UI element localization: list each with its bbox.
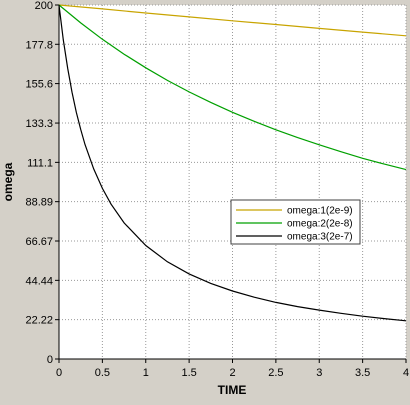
y-tick-label: 66.67 [25,236,53,248]
y-tick-label: 0 [47,354,53,366]
y-axis-title: omega [1,162,15,201]
y-tick-label: 133.3 [25,118,53,130]
y-tick-label: 111.1 [27,157,53,169]
x-tick-label: 4 [403,367,409,379]
series-line-1 [58,4,407,37]
y-tick-label: 200 [35,0,53,12]
y-ticks: 0 22.22 44.44 66.67 88.89 111.1 133.3 155.6 177.… [25,0,59,366]
legend: omega:1(2e-9) omega:2(2e-8) omega:3(2e-7) [230,199,361,245]
legend-label-3: omega:3(2e-7) [287,232,353,243]
x-axis-title: TIME [218,383,247,397]
y-tick-label: 88.89 [25,197,53,209]
x-tick-label: 2 [229,367,235,379]
y-tick-label: 155.6 [25,79,53,91]
x-tick-label: 3 [316,367,322,379]
y-tick-label: 22.22 [25,315,53,327]
y-tick-label: 177.8 [25,39,53,51]
legend-label-2: omega:2(2e-8) [287,219,353,230]
grid-lines [59,4,407,359]
x-ticks: 0 0.5 1 1.5 2 2.5 3 3.5 4 [56,359,409,379]
legend-box [230,199,361,245]
x-tick-label: 0 [56,367,62,379]
y-tick-label: 44.44 [25,275,53,287]
series-line-2 [58,4,407,171]
x-tick-label: 0.5 [95,367,110,379]
x-tick-label: 2.5 [268,367,283,379]
x-tick-label: 1 [143,367,149,379]
x-tick-label: 3.5 [355,367,370,379]
legend-label-1: omega:1(2e-9) [287,206,353,217]
series-line-3 [58,4,407,322]
series-lines [58,4,407,322]
x-tick-label: 1.5 [181,367,196,379]
